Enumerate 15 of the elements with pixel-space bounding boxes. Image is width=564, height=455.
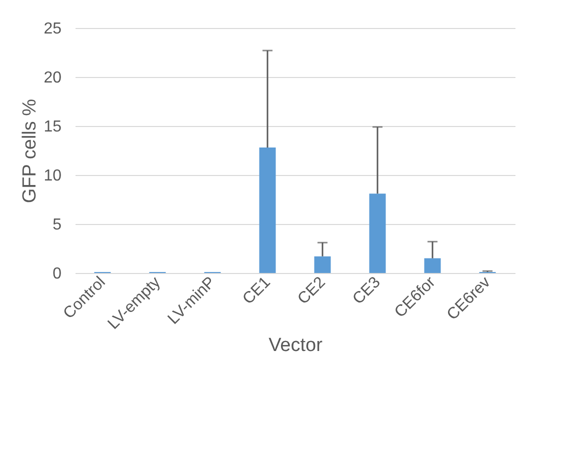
bar [259, 148, 276, 273]
x-tick-label: CE3 [350, 274, 384, 308]
bar [314, 256, 331, 273]
y-tick-label: 20 [44, 70, 62, 86]
y-tick-label: 10 [44, 168, 62, 184]
bar [424, 258, 441, 273]
y-tick-label: 0 [52, 266, 62, 282]
bar [369, 194, 386, 273]
x-axis-title: Vector [268, 335, 324, 356]
x-tick-label: CE1 [240, 274, 274, 308]
y-tick-label: 5 [52, 216, 62, 234]
y-tick-label: 15 [44, 118, 62, 136]
y-axis-title: GFP cells % [20, 98, 41, 204]
y-tick-label: 25 [44, 20, 62, 38]
x-tick-label: CE2 [294, 274, 329, 308]
